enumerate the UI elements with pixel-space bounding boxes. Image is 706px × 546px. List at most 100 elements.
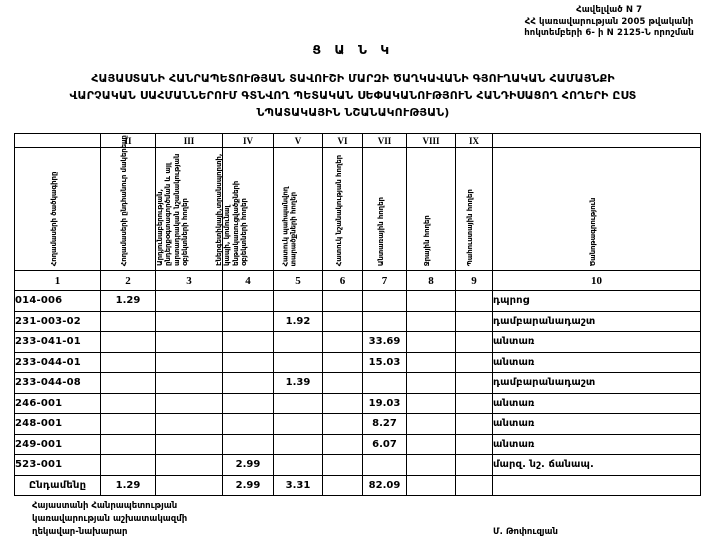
roman-col-9: IX bbox=[455, 133, 493, 148]
cell-col-7: 15.03 bbox=[362, 351, 407, 373]
cell-col-2 bbox=[100, 413, 156, 435]
column-header-water-label: Ջրային հողեր bbox=[422, 215, 431, 266]
cell-col-5 bbox=[273, 290, 323, 312]
cell-col-6 bbox=[322, 351, 363, 373]
total-col-5: 3.31 bbox=[273, 474, 323, 496]
table-total-row: Ընդամենը 1.29 2.99 3.31 82.09 bbox=[14, 474, 701, 496]
column-header-industry-label: Արդյունաբերության, ընդերքօգտագործման և ա… bbox=[156, 153, 189, 266]
cell-col-3 bbox=[155, 372, 223, 394]
cell-col-4 bbox=[222, 310, 274, 332]
column-header-code: Հողամասերի ծածկագիրը bbox=[14, 147, 101, 271]
cell-col-8 bbox=[406, 454, 456, 476]
column-header-total-area-label: Հողամասերի ընդհանուր մակերեսը bbox=[119, 134, 128, 266]
cell-col-5: 1.39 bbox=[273, 372, 323, 394]
cell-code: 233-044-08 bbox=[14, 372, 101, 394]
cell-note: անտառ bbox=[492, 413, 701, 435]
table-row: 246-001 19.03 անտառ bbox=[14, 392, 701, 414]
cell-note: անտառ bbox=[492, 392, 701, 414]
cell-code: 231-003-02 bbox=[14, 310, 101, 332]
page-title-line-3: ՆՊԱՏԱԿԱՅԻՆ ՆՇԱՆԱԿՈՒԹՅԱՆ) bbox=[256, 106, 450, 120]
table-numbering-row: 1 2 3 4 5 6 7 8 9 10 bbox=[14, 270, 701, 291]
column-header-protected-label: Հատուկ պահպանվող տարածքների հողեր bbox=[281, 186, 298, 266]
cell-col-4 bbox=[222, 392, 274, 414]
cell-col-7 bbox=[362, 290, 407, 312]
cell-col-4 bbox=[222, 433, 274, 455]
column-header-energy: Էներգետիկայի,տրանսպորտի, կապի, կոմունալ … bbox=[215, 147, 274, 271]
cell-col-3 bbox=[155, 331, 223, 353]
table-header-row: Հողամասերի ծածկագիրը Հողամասերի ընդհանու… bbox=[14, 135, 701, 271]
cell-col-8 bbox=[406, 433, 456, 455]
cell-col-9 bbox=[455, 433, 493, 455]
column-header-note-label: Ծանոթագրություն bbox=[588, 197, 597, 266]
numbering-5: 5 bbox=[273, 270, 323, 291]
signature-office-line-1: Հայաստանի Հանրապետության bbox=[32, 501, 178, 511]
numbering-7: 7 bbox=[362, 270, 407, 291]
cell-col-2 bbox=[100, 372, 156, 394]
cell-note: դամբարանադաշտ bbox=[492, 372, 701, 394]
cell-note: դամբարանադաշտ bbox=[492, 310, 701, 332]
decree-reference-line-3: հոկտեմբերի 6- ի N 2125-Ն որոշման bbox=[524, 28, 694, 39]
cell-col-8 bbox=[406, 372, 456, 394]
cell-col-2 bbox=[100, 454, 156, 476]
cell-col-5 bbox=[273, 392, 323, 414]
cell-col-4 bbox=[222, 351, 274, 373]
total-note bbox=[492, 474, 701, 496]
table-row: 233-044-01 15.03 անտառ bbox=[14, 351, 701, 373]
roman-col-8: VIII bbox=[406, 133, 456, 148]
land-registry-table: II III IV V VI VII VIII IX Հողամասերի ծա… bbox=[14, 133, 701, 496]
cell-col-6 bbox=[322, 413, 363, 435]
column-header-reserve: Պահուստային հողեր bbox=[455, 147, 493, 271]
decree-reference-line-1: Հավելված N 7 bbox=[576, 5, 643, 15]
cell-col-2 bbox=[100, 331, 156, 353]
cell-col-4 bbox=[222, 413, 274, 435]
signature-office-line-2: կառավարության աշխատակազմի bbox=[32, 514, 188, 525]
cell-col-6 bbox=[322, 433, 363, 455]
total-col-9 bbox=[455, 474, 493, 496]
column-header-total-area: Հողամասերի ընդհանուր մակերեսը bbox=[100, 135, 156, 271]
total-col-6 bbox=[322, 474, 363, 496]
cell-col-8 bbox=[406, 392, 456, 414]
numbering-3: 3 bbox=[155, 270, 223, 291]
cell-col-3 bbox=[155, 351, 223, 373]
cell-col-9 bbox=[455, 310, 493, 332]
total-col-4: 2.99 bbox=[222, 474, 274, 496]
cell-col-7: 6.07 bbox=[362, 433, 407, 455]
table-row: 248-001 8.27 անտառ bbox=[14, 413, 701, 435]
column-header-protected: Հատուկ պահպանվող տարածքների հողեր bbox=[273, 147, 323, 271]
cell-col-9 bbox=[455, 413, 493, 435]
cell-col-7: 33.69 bbox=[362, 331, 407, 353]
cell-col-8 bbox=[406, 290, 456, 312]
numbering-1: 1 bbox=[14, 270, 101, 291]
signer-name: Մ. Թոփուզյան bbox=[493, 527, 558, 537]
cell-col-5 bbox=[273, 454, 323, 476]
cell-col-5 bbox=[273, 433, 323, 455]
cell-col-8 bbox=[406, 331, 456, 353]
cell-note: անտառ bbox=[492, 351, 701, 373]
cell-col-5: 1.92 bbox=[273, 310, 323, 332]
cell-col-7 bbox=[362, 454, 407, 476]
cell-col-4 bbox=[222, 290, 274, 312]
cell-code: 014-006 bbox=[14, 290, 101, 312]
cell-col-3 bbox=[155, 433, 223, 455]
total-col-3 bbox=[155, 474, 223, 496]
cell-note: անտառ bbox=[492, 331, 701, 353]
roman-col-4: IV bbox=[222, 133, 274, 148]
cell-code: 523-001 bbox=[14, 454, 101, 476]
cell-col-2 bbox=[100, 392, 156, 414]
cell-col-2: 1.29 bbox=[100, 290, 156, 312]
table-row: 014-006 1.29 դպրոց bbox=[14, 290, 701, 312]
cell-code: 246-001 bbox=[14, 392, 101, 414]
cell-col-7: 8.27 bbox=[362, 413, 407, 435]
cell-col-8 bbox=[406, 310, 456, 332]
column-header-reserve-label: Պահուստային հողեր bbox=[465, 189, 474, 266]
numbering-4: 4 bbox=[222, 270, 274, 291]
table-roman-row: II III IV V VI VII VIII IX bbox=[14, 133, 701, 148]
roman-col-10 bbox=[492, 133, 701, 148]
cell-col-3 bbox=[155, 413, 223, 435]
cell-col-7 bbox=[362, 310, 407, 332]
cell-col-2 bbox=[100, 310, 156, 332]
table-row: 233-044-08 1.39 դամբարանադաշտ bbox=[14, 372, 701, 394]
roman-col-1 bbox=[14, 133, 101, 148]
table-row: 233-041-01 33.69 անտառ bbox=[14, 331, 701, 353]
numbering-9: 9 bbox=[455, 270, 493, 291]
